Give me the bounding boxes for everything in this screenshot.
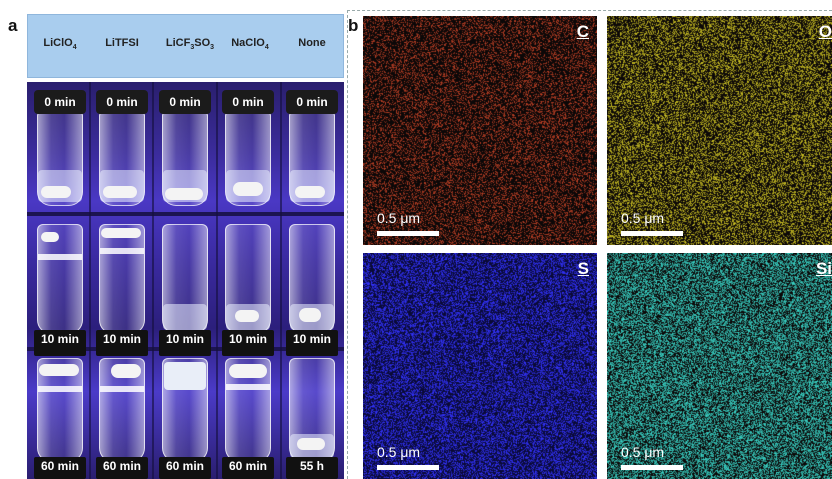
salt-label-4: NaClO4	[231, 37, 269, 52]
element-map-texture	[363, 16, 597, 245]
time-label: 0 min	[96, 90, 148, 114]
carbon-map: C 0.5 μm	[363, 16, 597, 245]
element-map-texture	[607, 16, 832, 245]
element-map-texture	[607, 253, 832, 479]
silicon-map: Si 0.5 μm	[607, 253, 832, 479]
element-label: S	[577, 259, 589, 278]
time-label: 10 min	[286, 330, 338, 356]
time-label: 10 min	[222, 330, 274, 356]
scale-bar	[621, 231, 683, 236]
time-label: 60 min	[34, 457, 86, 479]
time-label: 55 h	[286, 457, 338, 479]
scale-bar-label: 0.5 μm	[377, 444, 421, 460]
time-label: 10 min	[159, 330, 211, 356]
time-label: 60 min	[96, 457, 148, 479]
vial-photograph: 0 min 0 min 0 min 0 min 0 min 10 min 10 …	[27, 82, 344, 479]
element-map-texture	[363, 253, 597, 479]
time-label: 0 min	[34, 90, 86, 114]
scale-bar	[377, 465, 439, 470]
time-label: 60 min	[222, 457, 274, 479]
element-label: C	[576, 22, 589, 41]
scale-bar-label: 0.5 μm	[621, 444, 665, 460]
scale-bar	[621, 465, 683, 470]
panel-b-letter: b	[348, 16, 359, 35]
scale-bar	[377, 231, 439, 236]
salt-label-3: LiCF3SO3	[165, 37, 215, 52]
salt-label-5: None	[298, 37, 326, 49]
time-label: 10 min	[96, 330, 148, 356]
scale-bar-label: 0.5 μm	[377, 210, 421, 226]
sulfur-map: S 0.5 μm	[363, 253, 597, 479]
time-label: 60 min	[159, 457, 211, 479]
oxygen-map: O 0.5 μm	[607, 16, 832, 245]
element-label: O	[818, 22, 832, 41]
element-label: Si	[815, 259, 832, 278]
time-label: 10 min	[34, 330, 86, 356]
salt-label-1: LiClO4	[43, 37, 77, 52]
time-label: 0 min	[222, 90, 274, 114]
salt-label-2: LiTFSI	[105, 37, 139, 49]
salt-header-bar: LiClO4 LiTFSI LiCF3SO3 NaClO4 None	[27, 14, 344, 78]
vial-photo-panel: LiClO4 LiTFSI LiCF3SO3 NaClO4 None 0 min…	[27, 14, 344, 479]
eds-map-panel	[347, 10, 832, 479]
time-label: 0 min	[159, 90, 211, 114]
scale-bar-label: 0.5 μm	[621, 210, 665, 226]
time-label: 0 min	[286, 90, 338, 114]
panel-a-letter: a	[8, 16, 18, 35]
